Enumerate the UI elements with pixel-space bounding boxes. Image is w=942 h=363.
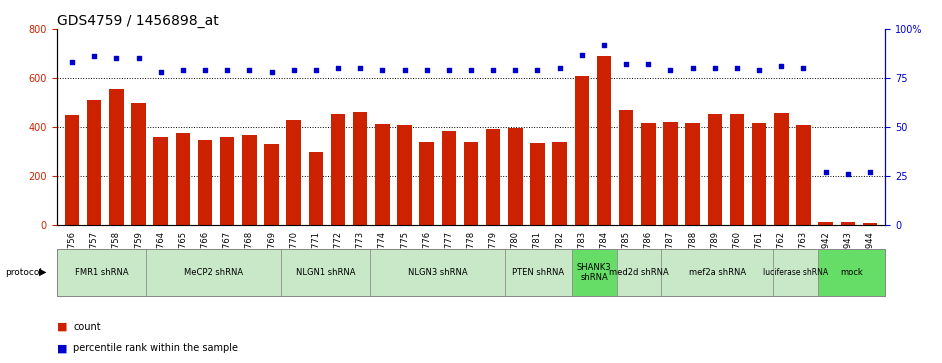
- Text: ■: ■: [57, 343, 67, 354]
- Bar: [796, 125, 811, 225]
- Text: count: count: [73, 322, 101, 332]
- Point: [131, 56, 146, 61]
- Point: [596, 42, 611, 48]
- Text: percentile rank within the sample: percentile rank within the sample: [73, 343, 238, 354]
- Point: [707, 65, 723, 71]
- Bar: [663, 122, 677, 225]
- Bar: [131, 102, 146, 225]
- Text: med2d shRNA: med2d shRNA: [609, 268, 669, 277]
- Point: [441, 67, 456, 73]
- Point: [463, 67, 479, 73]
- Bar: [642, 123, 656, 225]
- Text: mock: mock: [840, 268, 863, 277]
- Point: [796, 65, 811, 71]
- Point: [352, 65, 367, 71]
- Bar: [220, 137, 235, 225]
- Bar: [419, 142, 434, 225]
- Point: [242, 67, 257, 73]
- Bar: [840, 222, 855, 225]
- Text: SHANK3
shRNA: SHANK3 shRNA: [577, 262, 611, 282]
- Bar: [463, 142, 479, 225]
- Text: GDS4759 / 1456898_at: GDS4759 / 1456898_at: [57, 14, 219, 28]
- Bar: [707, 114, 722, 225]
- Point: [109, 56, 124, 61]
- Bar: [375, 124, 390, 225]
- Point: [154, 69, 169, 75]
- Point: [552, 65, 567, 71]
- Point: [286, 67, 301, 73]
- Text: ▶: ▶: [39, 267, 46, 277]
- Bar: [65, 115, 79, 225]
- Bar: [109, 89, 123, 225]
- Point: [219, 67, 235, 73]
- Text: mef2a shRNA: mef2a shRNA: [689, 268, 746, 277]
- Point: [663, 67, 678, 73]
- Point: [375, 67, 390, 73]
- Bar: [353, 112, 367, 225]
- Point: [87, 54, 102, 60]
- Bar: [863, 223, 877, 225]
- Point: [175, 67, 190, 73]
- Text: ■: ■: [57, 322, 67, 332]
- Bar: [486, 129, 500, 225]
- Bar: [552, 142, 567, 225]
- Text: NLGN3 shRNA: NLGN3 shRNA: [408, 268, 467, 277]
- Point: [397, 67, 412, 73]
- Point: [331, 65, 346, 71]
- Point: [685, 65, 700, 71]
- Bar: [398, 125, 412, 225]
- Point: [486, 67, 501, 73]
- Point: [508, 67, 523, 73]
- Point: [729, 65, 744, 71]
- Point: [530, 67, 545, 73]
- Bar: [752, 123, 767, 225]
- Point: [264, 69, 279, 75]
- Bar: [331, 114, 345, 225]
- Point: [840, 171, 855, 177]
- Point: [641, 61, 656, 67]
- Bar: [175, 133, 190, 225]
- Bar: [442, 131, 456, 225]
- Point: [619, 61, 634, 67]
- Bar: [530, 143, 544, 225]
- Bar: [686, 123, 700, 225]
- Bar: [730, 114, 744, 225]
- Text: FMR1 shRNA: FMR1 shRNA: [74, 268, 128, 277]
- Point: [773, 64, 788, 69]
- Bar: [242, 135, 256, 225]
- Text: PTEN shRNA: PTEN shRNA: [512, 268, 564, 277]
- Point: [64, 60, 79, 65]
- Text: MeCP2 shRNA: MeCP2 shRNA: [184, 268, 243, 277]
- Bar: [198, 140, 212, 225]
- Bar: [286, 120, 300, 225]
- Bar: [508, 128, 523, 225]
- Bar: [309, 152, 323, 225]
- Point: [863, 169, 878, 175]
- Bar: [87, 100, 102, 225]
- Bar: [819, 222, 833, 225]
- Text: protocol: protocol: [5, 268, 41, 277]
- Bar: [575, 76, 589, 225]
- Point: [308, 67, 323, 73]
- Point: [419, 67, 434, 73]
- Bar: [619, 110, 633, 225]
- Point: [575, 52, 590, 57]
- Bar: [597, 56, 611, 225]
- Point: [198, 67, 213, 73]
- Bar: [774, 113, 788, 225]
- Point: [752, 67, 767, 73]
- Text: luciferase shRNA: luciferase shRNA: [763, 268, 828, 277]
- Text: NLGN1 shRNA: NLGN1 shRNA: [296, 268, 355, 277]
- Bar: [154, 137, 168, 225]
- Bar: [265, 144, 279, 225]
- Point: [818, 169, 833, 175]
